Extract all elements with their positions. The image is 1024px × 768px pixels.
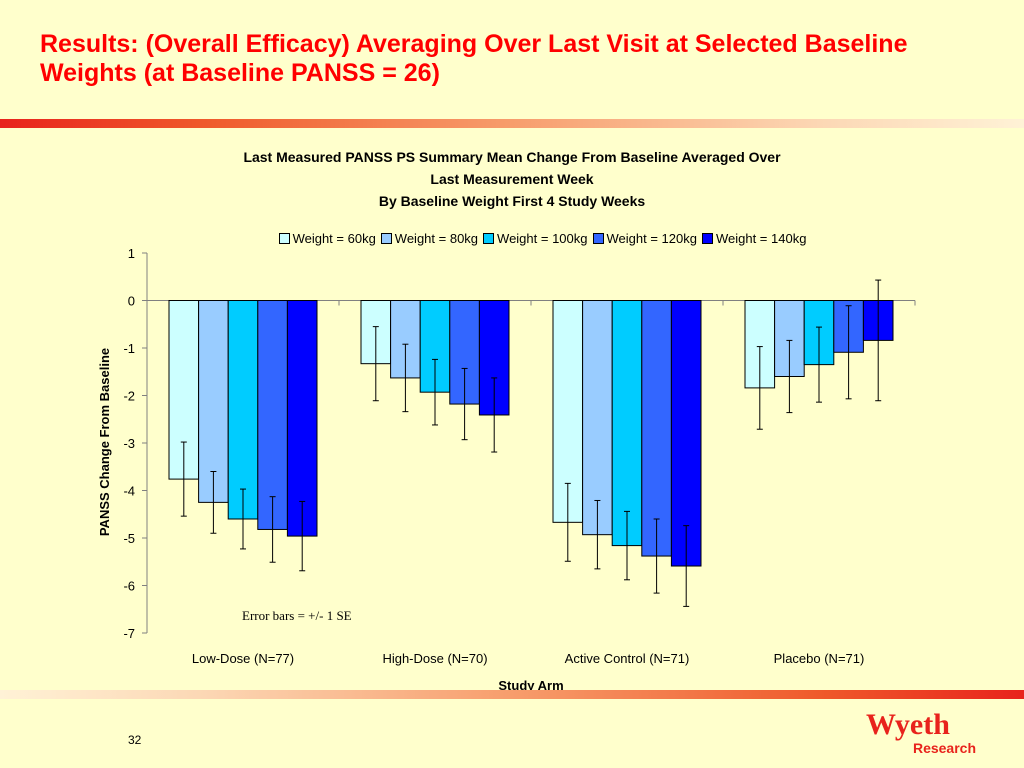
legend-swatch (278, 233, 290, 244)
chart-title-line-1: Last Measured PANSS PS Summary Mean Chan… (243, 149, 781, 165)
bar (582, 300, 613, 536)
chart-legend: Weight = 60kg Weight = 80kg Weight = 100kg… (200, 231, 890, 246)
page-number: 32 (128, 733, 142, 747)
x-category-label: Low-Dose (N=77) (192, 651, 294, 666)
legend-label: Weight = 80kg (394, 231, 479, 246)
chart-title-line-3: By Baseline Weight First 4 Study Weeks (378, 193, 646, 209)
y-tick-label: -5 (123, 531, 135, 546)
legend-label: Weight = 140kg (715, 231, 807, 246)
y-tick-label: -1 (123, 341, 135, 356)
logo-wordmark: Wyeth (866, 708, 950, 741)
legend-label: Weight = 100kg (497, 231, 588, 246)
x-axis-label: Study Arm (498, 678, 563, 693)
wyeth-research-logo: Wyeth Research (866, 708, 978, 758)
slide-title: Results: (Overall Efficacy) Averaging Ov… (40, 30, 908, 87)
y-tick-label: -2 (123, 389, 135, 404)
y-tick-label: 0 (128, 294, 135, 309)
bar (198, 300, 229, 503)
legend-item: Weight = 80kg (380, 231, 479, 246)
y-tick-label: 1 (128, 246, 135, 261)
bar (286, 300, 318, 537)
bar (227, 300, 259, 520)
legend-swatch (483, 233, 495, 244)
x-category-label: High-Dose (N=70) (382, 651, 487, 666)
bar (257, 300, 288, 530)
legend-item: Weight = 100kg (483, 231, 588, 246)
logo-subtitle: Research (912, 740, 976, 756)
bottom-divider-bar (0, 690, 1024, 699)
legend-label: Weight = 60kg (292, 231, 376, 246)
y-tick-label: -3 (123, 436, 135, 451)
top-divider-bar (0, 119, 1024, 128)
x-category-label: Active Control (N=71) (565, 651, 690, 666)
y-tick-label: -4 (123, 484, 135, 499)
y-tick-label: -6 (123, 579, 135, 594)
chart-title-line-2: Last Measurement Week (430, 171, 594, 187)
chart-title: Last Measured PANSS PS Summary Mean Chan… (140, 146, 884, 212)
bar (611, 300, 643, 547)
legend-swatch (701, 233, 713, 244)
legend-item: Weight = 60kg (278, 231, 376, 246)
legend-item: Weight = 120kg (592, 231, 697, 246)
legend-swatch (592, 233, 604, 244)
x-category-label: Placebo (N=71) (774, 651, 865, 666)
legend-item: Weight = 140kg (701, 231, 807, 246)
y-axis-label: PANSS Change From Baseline (97, 348, 112, 536)
bar (670, 300, 702, 567)
legend-label: Weight = 120kg (606, 231, 697, 246)
legend-swatch (380, 233, 392, 244)
y-tick-label: -7 (123, 626, 135, 641)
error-bar-note: Error bars = +/- 1 SE (242, 608, 352, 623)
bar (641, 300, 672, 557)
